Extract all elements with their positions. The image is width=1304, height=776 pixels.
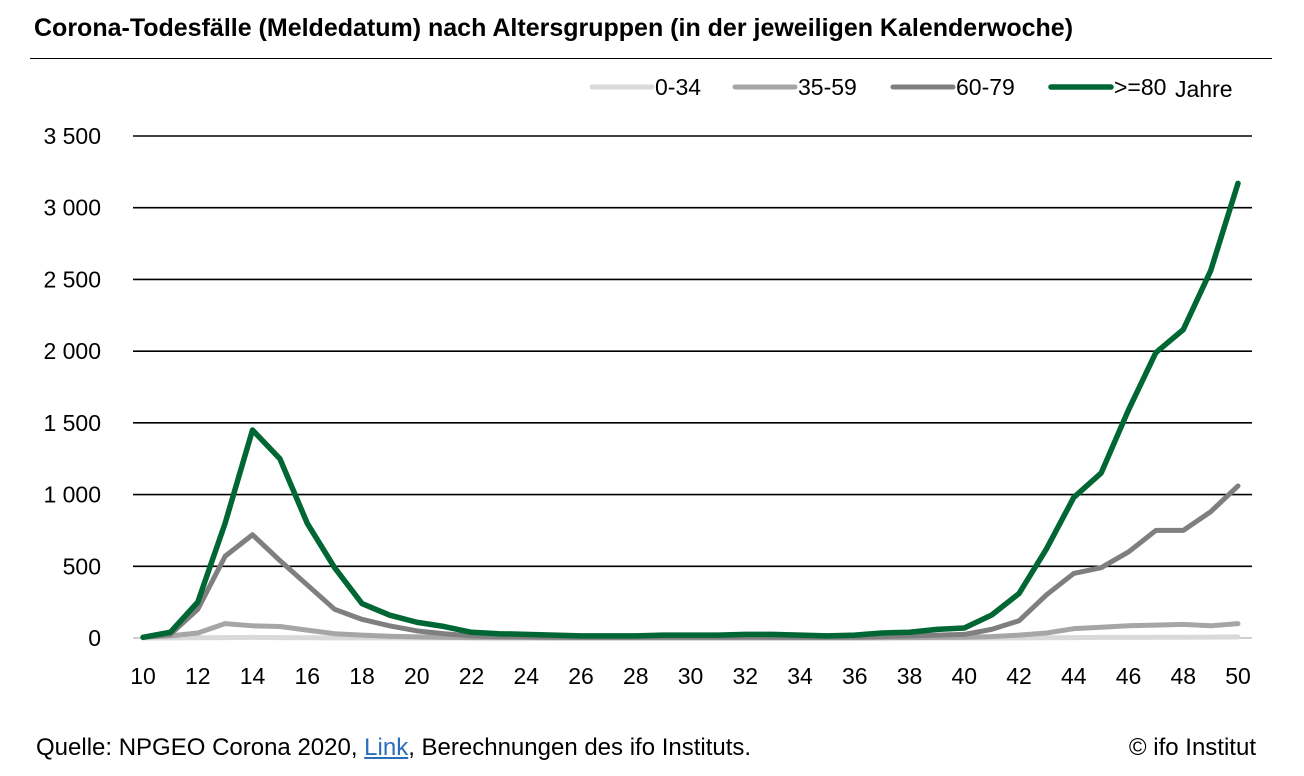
y-tick-label: 1 000 — [43, 482, 101, 508]
title-divider — [30, 58, 1272, 59]
source-link[interactable]: Link — [364, 734, 409, 761]
x-tick-label: 50 — [1225, 663, 1251, 689]
legend-suffix: Jahre — [1175, 76, 1233, 102]
x-tick-label: 20 — [404, 663, 430, 689]
x-tick-label: 32 — [732, 663, 758, 689]
x-tick-label: 14 — [240, 663, 266, 689]
series-line-3 — [140, 483, 1241, 640]
x-tick-label: 10 — [130, 663, 156, 689]
x-tick-label: 38 — [897, 663, 923, 689]
x-tick-label: 28 — [623, 663, 649, 689]
x-tick-label: 42 — [1006, 663, 1032, 689]
y-tick-label: 2 000 — [43, 338, 101, 364]
x-tick-label: 12 — [185, 663, 211, 689]
x-tick-label: 22 — [459, 663, 485, 689]
x-tick-label: 18 — [349, 663, 375, 689]
legend-label-1: 0-34 — [655, 74, 701, 100]
legend-label-2: 35-59 — [798, 74, 857, 100]
x-tick-label: 16 — [294, 663, 320, 689]
x-tick-label: 46 — [1116, 663, 1142, 689]
x-tick-label: 34 — [787, 663, 813, 689]
legend-label-3: 60-79 — [956, 74, 1015, 100]
y-tick-label: 2 500 — [43, 266, 101, 292]
x-axis-tick-labels: 10 12 14 16 18 20 22 24 26 28 30 32 34 36 38 40 42 44 46 48… — [130, 663, 1251, 689]
source-prefix: Quelle: NPGEO Corona 2020, — [36, 734, 365, 761]
legend: 0-34 35-59 60-79 >=80 Jahre — [589, 74, 1233, 102]
y-tick-label: 3 500 — [43, 123, 101, 149]
y-tick-label: 500 — [63, 553, 101, 579]
chart-title: Corona-Todesfälle (Meldedatum) nach Alte… — [34, 14, 1074, 42]
source-note: Quelle: NPGEO Corona 2020, Link, Berechn… — [36, 734, 751, 762]
x-tick-label: 26 — [568, 663, 594, 689]
y-tick-label: 0 — [88, 625, 101, 651]
x-tick-label: 24 — [513, 663, 539, 689]
x-tick-label: 30 — [678, 663, 704, 689]
y-axis-tick-labels: 0 500 1 000 1 500 2 000 2 500 3 000 3 500 — [43, 123, 101, 651]
x-tick-label: 36 — [842, 663, 868, 689]
y-tick-label: 3 000 — [43, 195, 101, 221]
legend-label-4: >=80 — [1114, 74, 1166, 100]
series-line-4 — [140, 180, 1241, 641]
source-suffix: , Berechnungen des ifo Instituts. — [408, 734, 752, 761]
series-lines — [140, 180, 1241, 641]
grid-lines — [133, 135, 1252, 639]
x-tick-label: 44 — [1061, 663, 1087, 689]
x-tick-label: 48 — [1170, 663, 1196, 689]
copyright-note: © ifo Institut — [1128, 734, 1256, 761]
y-tick-label: 1 500 — [43, 410, 101, 436]
x-tick-label: 40 — [951, 663, 977, 689]
